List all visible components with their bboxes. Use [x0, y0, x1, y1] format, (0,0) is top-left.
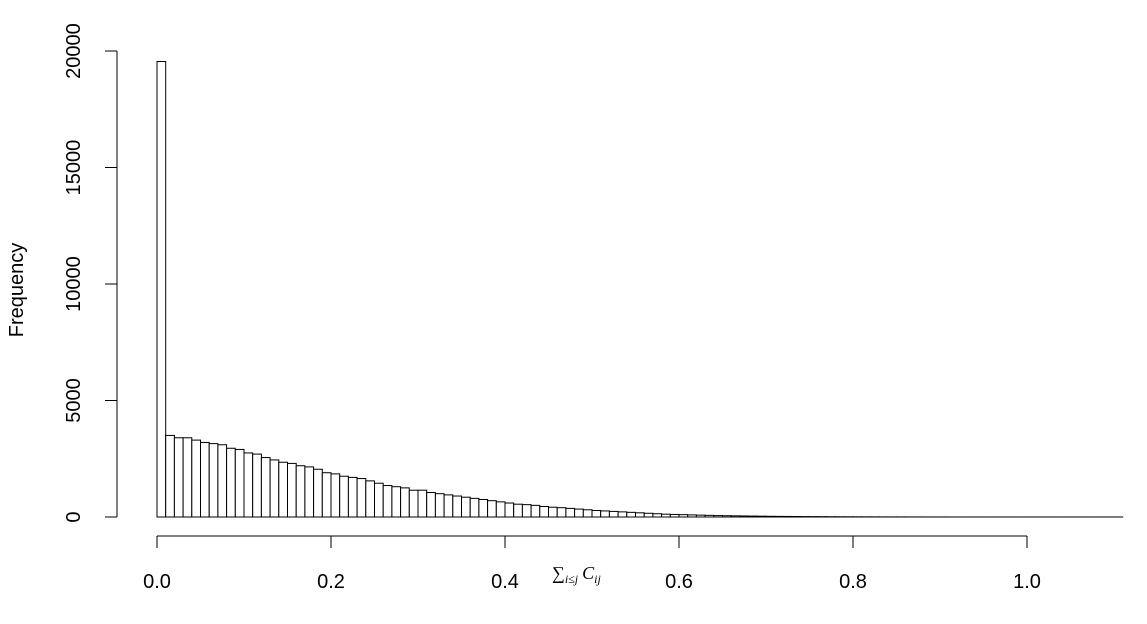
x-tick-label: 0.4: [491, 571, 519, 593]
histogram-bar: [243, 452, 254, 518]
histogram-bar: [774, 515, 784, 518]
histogram-bar: [591, 509, 602, 518]
histogram-bar: [539, 506, 549, 518]
histogram-bar: [452, 495, 462, 518]
histogram-bar: [643, 512, 654, 518]
x-axis-label: ∑i≤j Cij: [552, 563, 601, 586]
histogram-bar: [756, 515, 767, 518]
y-tick-label: 0: [63, 511, 85, 522]
histogram-bar: [608, 510, 619, 518]
histogram-bar: [269, 459, 280, 518]
histogram-bar: [304, 466, 315, 518]
histogram-bar: [530, 504, 541, 518]
x-tick-label: 0.8: [839, 571, 867, 593]
histogram-bar: [400, 487, 410, 518]
y-axis-label: Frequency: [6, 243, 28, 338]
histogram-bar: [391, 486, 402, 518]
histogram-bar: [556, 507, 567, 518]
histogram-bar: [765, 515, 776, 518]
x-tick-label: 0.0: [143, 571, 171, 593]
histogram-bar: [313, 468, 323, 518]
histogram-bar: [208, 443, 219, 518]
histogram-bar: [652, 513, 663, 518]
x-tick-label: 0.2: [317, 571, 345, 593]
histogram-bar: [365, 480, 375, 518]
histogram-bar: [156, 60, 167, 518]
y-axis: 0 5000 10000 15000 20000: [63, 23, 118, 523]
histogram-bar: [548, 506, 558, 518]
histogram-bar: [461, 496, 471, 518]
histogram-bar: [165, 434, 175, 518]
histogram-bar: [678, 514, 689, 518]
histogram-bar: [374, 482, 384, 518]
histogram-bar: [278, 461, 288, 518]
histogram-bar: [739, 515, 750, 518]
histogram-bar: [478, 499, 489, 518]
histogram-bar: [252, 453, 262, 518]
histogram-bar: [713, 515, 723, 518]
histogram-bar: [730, 515, 741, 518]
x-tick-label: 0.6: [665, 571, 693, 593]
bars-group: [156, 60, 1124, 518]
histogram-bar: [487, 500, 497, 518]
y-tick-label: 10000: [63, 256, 85, 312]
y-tick-label: 15000: [63, 140, 85, 196]
histogram-bar: [295, 465, 306, 518]
histogram-bar: [635, 512, 645, 518]
histogram-bar: [521, 504, 532, 518]
y-tick-label: 20000: [63, 23, 85, 79]
histogram-bar: [782, 515, 793, 518]
histogram-bar: [260, 457, 271, 518]
histogram-bar: [600, 510, 610, 518]
histogram-bar: [434, 493, 445, 518]
histogram-bar: [173, 437, 184, 518]
histogram-bar: [226, 447, 236, 518]
histogram-bar: [356, 478, 367, 518]
histogram-bar: [687, 514, 697, 518]
histogram-bar: [287, 462, 297, 518]
x-tick-label: 1.0: [1013, 571, 1041, 593]
histogram-bar: [565, 507, 576, 518]
histogram-bar: [443, 494, 454, 518]
histogram-bar: [382, 485, 393, 518]
y-tick-label: 5000: [63, 378, 85, 423]
histogram-bar: [408, 489, 419, 518]
histogram-bar: [504, 502, 515, 518]
histogram-bar: [748, 515, 758, 518]
histogram-bar: [330, 473, 341, 518]
histogram-bar: [469, 497, 480, 518]
histogram-bar: [695, 514, 706, 518]
histogram-bar: [582, 509, 593, 518]
histogram-bar: [417, 489, 428, 518]
histogram-bar: [339, 475, 349, 518]
histogram-bar: [574, 508, 584, 518]
histogram-bar: [495, 501, 506, 518]
histogram-bar: [321, 472, 332, 518]
histogram-bar: [191, 439, 202, 518]
histogram-bar: [234, 448, 245, 518]
histogram-bar: [182, 437, 193, 518]
histogram-bar: [426, 492, 436, 518]
histogram-bar: [669, 513, 680, 518]
histogram-bar: [347, 476, 358, 518]
histogram-bar: [513, 503, 523, 518]
histogram-bar: [217, 444, 228, 518]
histogram-bar: [200, 441, 210, 518]
histogram-bar: [661, 513, 671, 518]
histogram-bar: [617, 511, 628, 518]
x-axis: 0.0 0.2 0.4 0.6 0.8 1.0: [143, 535, 1041, 593]
histogram-bar: [704, 514, 715, 518]
histogram-bar: [626, 511, 636, 518]
histogram-bar: [722, 515, 732, 518]
